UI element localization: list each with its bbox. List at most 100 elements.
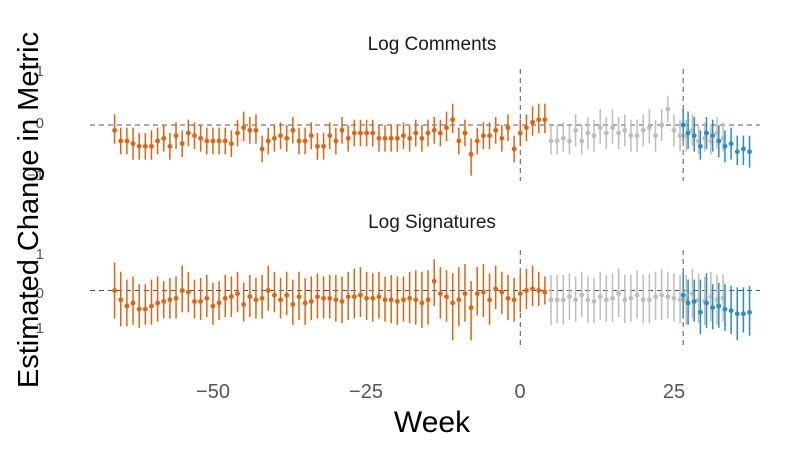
point-estimate-log-signatures [628, 295, 634, 301]
point-estimate-log-comments [505, 125, 511, 131]
ytick-label: −1 [27, 167, 44, 184]
point-estimate-log-signatures [333, 297, 339, 303]
point-estimate-log-signatures [542, 289, 548, 295]
point-estimate-log-signatures [112, 288, 117, 293]
point-estimate-log-comments [222, 138, 228, 144]
point-estimate-log-comments [339, 127, 345, 133]
point-estimate-log-comments [573, 127, 578, 133]
point-estimate-log-comments [511, 146, 517, 152]
point-estimate-log-comments [124, 138, 130, 144]
point-estimate-log-signatures [499, 289, 505, 295]
point-estimate-log-signatures [210, 303, 216, 309]
point-estimate-log-signatures [185, 289, 191, 295]
point-estimate-log-comments [142, 143, 148, 149]
point-estimate-log-signatures [155, 300, 161, 306]
point-estimate-log-signatures [419, 300, 425, 306]
y-ticks-log-comments: 1 0 −1 [27, 63, 44, 184]
point-estimate-log-comments [530, 119, 535, 125]
point-estimate-log-signatures [677, 297, 683, 303]
point-estimate-log-signatures [235, 291, 240, 297]
point-estimate-log-comments [376, 135, 382, 141]
point-estimate-log-signatures [272, 292, 277, 298]
point-estimate-log-comments [524, 125, 529, 131]
point-estimate-log-comments [628, 133, 634, 139]
ytick-label: −1 [27, 320, 44, 337]
point-estimate-log-signatures [653, 294, 658, 300]
point-estimate-log-comments [394, 135, 400, 141]
xtick-label: −50 [196, 381, 230, 403]
point-estimate-log-comments [425, 130, 431, 136]
point-estimate-log-comments [204, 138, 210, 144]
point-estimate-log-comments [704, 130, 709, 136]
point-estimate-log-comments [468, 151, 474, 157]
point-estimate-log-comments [493, 127, 499, 133]
point-estimate-log-signatures [437, 291, 443, 297]
point-estimate-log-comments [235, 130, 240, 136]
point-estimate-log-comments [351, 130, 357, 136]
point-estimate-log-comments [327, 133, 333, 139]
point-estimate-log-signatures [640, 297, 646, 303]
point-estimate-log-signatures [524, 288, 529, 293]
point-estimate-log-signatures [579, 292, 585, 298]
point-estimate-log-comments [265, 138, 271, 144]
point-estimate-log-signatures [634, 292, 640, 298]
panel-title-log-comments: Log Comments [368, 34, 497, 55]
point-estimate-log-signatures [487, 297, 492, 303]
point-estimate-log-comments [192, 133, 197, 139]
point-estimate-log-signatures [228, 294, 234, 300]
point-estimate-log-signatures [728, 308, 734, 314]
point-estimate-log-signatures [680, 292, 686, 298]
point-estimate-log-signatures [536, 288, 542, 293]
point-estimate-log-comments [659, 122, 665, 128]
point-estimate-log-comments [216, 138, 222, 144]
point-estimate-log-comments [616, 130, 622, 136]
point-estimate-log-comments [284, 135, 290, 141]
point-estimate-log-signatures [671, 295, 677, 301]
point-estimate-log-signatures [567, 294, 572, 300]
point-estimate-log-comments [591, 133, 597, 139]
point-estimate-log-comments [333, 138, 339, 144]
point-estimate-log-signatures [456, 297, 462, 303]
point-estimate-log-comments [272, 135, 277, 141]
point-estimate-log-comments [161, 135, 167, 141]
point-estimate-log-comments [462, 130, 468, 136]
point-estimate-log-signatures [685, 300, 691, 306]
point-estimate-log-signatures [308, 298, 314, 304]
point-estimate-log-comments [241, 125, 247, 131]
point-estimate-log-signatures [241, 302, 247, 307]
point-estimate-log-signatures [364, 295, 370, 301]
point-estimate-log-comments [622, 127, 628, 133]
point-estimate-log-signatures [198, 298, 204, 304]
point-estimate-log-signatures [358, 292, 363, 298]
point-estimate-log-signatures [659, 292, 665, 298]
point-estimate-log-comments [136, 143, 142, 149]
point-estimate-log-comments [610, 125, 615, 131]
point-estimate-log-comments [290, 127, 296, 133]
point-estimate-log-comments [431, 127, 437, 133]
point-estimate-log-comments [308, 133, 314, 139]
point-estimate-log-comments [167, 143, 173, 149]
point-estimate-log-signatures [622, 297, 628, 303]
point-estimate-log-signatures [351, 294, 357, 300]
point-estimate-log-signatures [173, 295, 179, 301]
point-estimate-log-comments [560, 135, 566, 141]
reference-lines-log-signatures [90, 250, 760, 345]
point-estimate-log-comments [210, 138, 216, 144]
point-estimate-log-signatures [548, 297, 554, 303]
point-estimate-log-comments [646, 125, 652, 131]
point-estimate-log-signatures [610, 295, 615, 301]
point-estimate-log-signatures [665, 294, 671, 300]
point-estimate-log-signatures [646, 297, 652, 303]
point-estimate-log-signatures [118, 297, 124, 303]
point-estimate-log-signatures [450, 300, 456, 306]
point-estimate-log-signatures [222, 295, 228, 301]
point-estimate-log-signatures [722, 306, 728, 312]
point-estimate-log-comments [407, 135, 413, 141]
point-estimate-log-signatures [554, 297, 560, 303]
point-estimate-log-signatures [216, 300, 222, 306]
point-estimate-log-signatures [505, 295, 511, 301]
panel-log-signatures: Log Signatures 1 0 −1 [27, 212, 760, 345]
point-estimate-log-comments [548, 138, 554, 144]
point-estimate-log-comments [747, 149, 752, 155]
point-estimate-log-comments [155, 138, 161, 144]
